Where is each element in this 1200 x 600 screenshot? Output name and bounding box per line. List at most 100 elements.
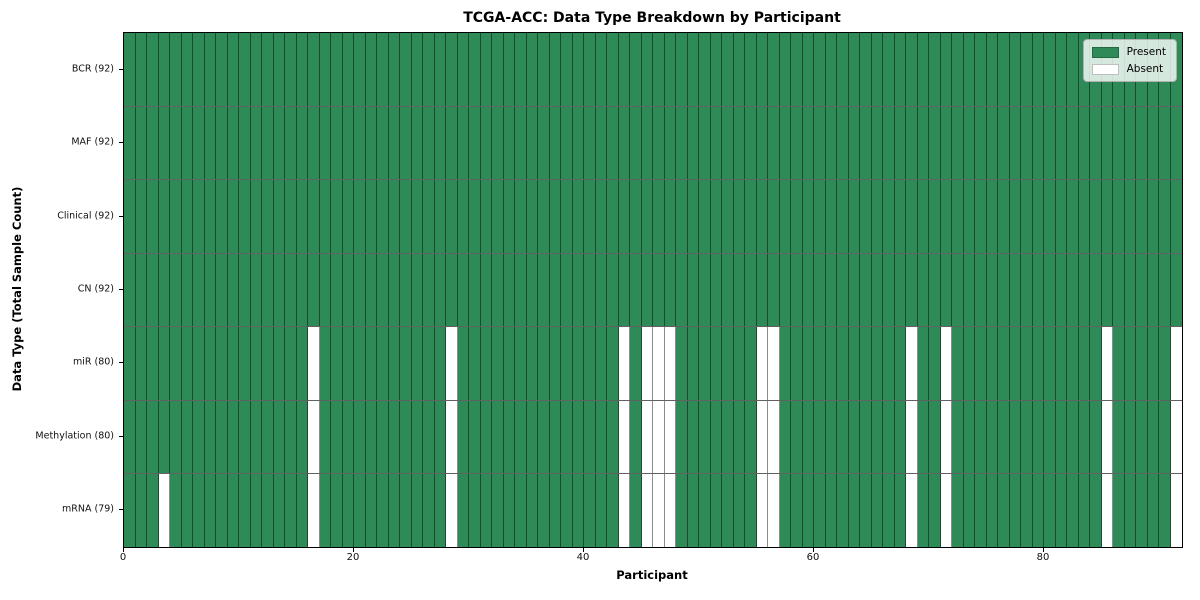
heatmap-cell — [170, 33, 182, 106]
heatmap-cell — [147, 106, 159, 180]
heatmap-cell — [273, 474, 285, 548]
heatmap-cell — [595, 474, 607, 548]
heatmap-cell — [469, 474, 481, 548]
heatmap-cell — [342, 327, 354, 400]
heatmap-cell — [963, 106, 975, 180]
heatmap-cell — [480, 327, 492, 400]
heatmap-cell — [515, 400, 527, 474]
heatmap-cell — [791, 33, 803, 106]
heatmap-row-methylation — [124, 399, 1182, 474]
heatmap-cell — [733, 400, 745, 474]
heatmap-cell — [584, 106, 596, 180]
heatmap-cell — [1009, 400, 1021, 474]
heatmap-cell — [526, 180, 538, 253]
heatmap-cell — [906, 474, 918, 548]
heatmap-cell — [618, 180, 630, 253]
heatmap-cell — [607, 106, 619, 180]
heatmap-cell — [446, 180, 458, 253]
heatmap-cell — [883, 253, 895, 327]
heatmap-cell — [319, 106, 331, 180]
heatmap-cell — [1147, 106, 1159, 180]
heatmap-cell — [733, 180, 745, 253]
heatmap-cell — [365, 327, 377, 400]
heatmap-cell — [342, 106, 354, 180]
heatmap-cell — [1101, 400, 1113, 474]
heatmap-cell — [457, 253, 469, 327]
heatmap-cell — [526, 253, 538, 327]
heatmap-cell — [193, 180, 205, 253]
heatmap-cell — [434, 474, 446, 548]
heatmap-cell — [1170, 180, 1182, 253]
heatmap-cell — [733, 33, 745, 106]
heatmap-cell — [365, 106, 377, 180]
heatmap-cell — [1090, 474, 1102, 548]
heatmap-cell — [710, 33, 722, 106]
heatmap-cell — [894, 33, 906, 106]
heatmap-cell — [388, 106, 400, 180]
heatmap-cell — [354, 253, 366, 327]
heatmap-cell — [653, 400, 665, 474]
heatmap-cell — [181, 180, 193, 253]
heatmap-cell — [998, 400, 1010, 474]
heatmap-cell — [1009, 327, 1021, 400]
heatmap-cell — [975, 33, 987, 106]
heatmap-cell — [204, 474, 216, 548]
heatmap-cell — [158, 327, 170, 400]
heatmap-cell — [480, 33, 492, 106]
heatmap-cell — [917, 327, 929, 400]
heatmap-cell — [894, 106, 906, 180]
heatmap-cell — [1078, 253, 1090, 327]
heatmap-cell — [538, 180, 550, 253]
heatmap-cell — [595, 106, 607, 180]
heatmap-cell — [319, 474, 331, 548]
heatmap-cell — [1159, 400, 1171, 474]
heatmap-cell — [216, 400, 228, 474]
heatmap-cell — [457, 474, 469, 548]
heatmap-cell — [664, 327, 676, 400]
heatmap-cell — [860, 327, 872, 400]
heatmap-cell — [1124, 474, 1136, 548]
heatmap-cell — [1055, 33, 1067, 106]
heatmap-cell — [917, 474, 929, 548]
heatmap-cell — [756, 327, 768, 400]
heatmap-cell — [883, 33, 895, 106]
heatmap-cell — [1113, 106, 1125, 180]
heatmap-cell — [262, 400, 274, 474]
heatmap-cell — [975, 106, 987, 180]
heatmap-cell — [308, 400, 320, 474]
heatmap-cell — [618, 474, 630, 548]
heatmap-cell — [1147, 400, 1159, 474]
heatmap-cell — [423, 106, 435, 180]
heatmap-cell — [308, 106, 320, 180]
heatmap-cell — [400, 474, 412, 548]
heatmap-cell — [572, 474, 584, 548]
heatmap-cell — [940, 474, 952, 548]
heatmap-cell — [595, 327, 607, 400]
heatmap-cell — [1009, 180, 1021, 253]
heatmap-cell — [607, 474, 619, 548]
heatmap-cell — [423, 33, 435, 106]
heatmap-cell — [699, 106, 711, 180]
heatmap-cell — [147, 327, 159, 400]
heatmap-cell — [503, 33, 515, 106]
heatmap-cell — [871, 180, 883, 253]
heatmap-cell — [377, 33, 389, 106]
heatmap-cell — [595, 33, 607, 106]
heatmap-cell — [883, 474, 895, 548]
heatmap-cell — [1021, 327, 1033, 400]
heatmap-cell — [411, 400, 423, 474]
heatmap-cell — [1078, 400, 1090, 474]
x-tick-label: 0 — [119, 552, 127, 563]
heatmap-cell — [1101, 474, 1113, 548]
heatmap-cell — [538, 253, 550, 327]
heatmap-cell — [791, 327, 803, 400]
heatmap-cell — [158, 253, 170, 327]
heatmap-cell — [1124, 253, 1136, 327]
heatmap-cell — [1136, 253, 1148, 327]
heatmap-cell — [1055, 400, 1067, 474]
heatmap-cell — [791, 106, 803, 180]
heatmap-cell — [1009, 33, 1021, 106]
heatmap-cell — [1147, 327, 1159, 400]
heatmap-cell — [607, 327, 619, 400]
heatmap-row-clinical — [124, 179, 1182, 253]
